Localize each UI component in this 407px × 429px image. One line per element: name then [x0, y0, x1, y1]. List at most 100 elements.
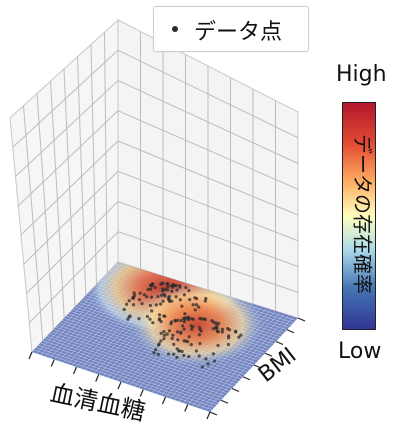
data-point: [132, 291, 136, 295]
gridline: [117, 49, 299, 139]
data-point: [181, 324, 185, 328]
x-tick: [28, 351, 33, 360]
data-point: [154, 303, 158, 307]
x-tick: [72, 366, 78, 375]
data-point: [145, 314, 150, 319]
data-point: [215, 329, 219, 334]
data-point: [184, 285, 188, 290]
y-tick: [275, 340, 284, 346]
x-tick: [184, 404, 189, 412]
data-point: [194, 349, 198, 353]
data-point: [199, 329, 203, 333]
data-point: [165, 332, 169, 336]
data-point: [204, 296, 208, 301]
data-point: [214, 321, 218, 325]
data-point: [161, 287, 165, 291]
data-point: [162, 314, 166, 318]
data-point: [193, 308, 197, 312]
data-point: [198, 316, 202, 321]
data-point: [194, 303, 199, 307]
data-point: [182, 293, 187, 297]
data-point: [161, 299, 165, 303]
data-point: [177, 349, 181, 353]
data-point: [189, 324, 193, 328]
data-point: [177, 284, 182, 288]
data-point: [152, 351, 156, 355]
data-point: [159, 302, 163, 306]
data-point: [187, 355, 191, 359]
data-point: [159, 331, 163, 335]
gridline: [77, 56, 87, 296]
data-point: [212, 359, 217, 363]
y-tick: [220, 399, 229, 404]
data-point: [149, 283, 153, 287]
colorbar: [342, 102, 376, 330]
data-point: [171, 285, 175, 289]
x-tick: [95, 374, 100, 382]
x-tick: [206, 411, 211, 420]
data-point: [156, 352, 161, 356]
gridline: [17, 110, 119, 207]
data-point: [166, 352, 171, 356]
x-tick: [117, 381, 122, 390]
data-point: [197, 354, 201, 358]
data-point: [197, 305, 201, 309]
colorbar-high-label: High: [336, 62, 387, 87]
y-tick: [242, 376, 251, 381]
data-point: [186, 318, 191, 322]
data-point: [160, 293, 164, 297]
data-point: [122, 307, 126, 312]
data-point: [216, 343, 220, 348]
legend-label: データ点: [194, 20, 283, 45]
data-point: [170, 289, 174, 293]
data-point: [176, 338, 180, 342]
data-point: [239, 333, 243, 337]
data-point: [168, 299, 172, 304]
data-point: [194, 297, 199, 301]
data-point: [182, 320, 187, 324]
pane-gridlines: [12, 31, 299, 341]
data-point: [165, 288, 170, 292]
data-point: [180, 349, 184, 354]
data-point: [137, 298, 142, 302]
x-tick: [50, 359, 55, 367]
y-tick: [297, 317, 306, 322]
wire-line: [196, 313, 285, 408]
data-point: [180, 304, 184, 308]
data-point: [197, 325, 202, 329]
data-point: [154, 348, 158, 352]
data-point: [167, 294, 171, 299]
data-point: [179, 318, 183, 323]
data-point: [137, 317, 141, 321]
data-point: [146, 287, 150, 291]
data-point: [148, 287, 153, 291]
data-point: [183, 312, 187, 316]
wire-line: [200, 315, 290, 410]
data-point: [151, 321, 155, 325]
data-point: [126, 317, 130, 321]
data-point: [171, 333, 175, 337]
data-point: [187, 288, 191, 293]
gridline: [90, 44, 97, 285]
x-tick: [139, 389, 144, 397]
data-point: [162, 337, 166, 341]
data-point: [217, 321, 221, 325]
x-tick: [161, 396, 167, 405]
data-point: [150, 309, 154, 313]
data-point: [188, 298, 192, 302]
data-point: [162, 330, 166, 334]
gridline: [20, 140, 119, 236]
data-point: [127, 315, 131, 319]
data-point: [175, 288, 179, 292]
wire-line: [205, 316, 294, 411]
data-point: [202, 317, 206, 321]
y-tick: [253, 364, 262, 369]
data-point: [157, 317, 162, 321]
data-point: [156, 343, 161, 347]
data-point: [171, 282, 175, 287]
data-point: [174, 295, 178, 299]
data-point: [198, 341, 202, 346]
data-point: [131, 303, 136, 307]
data-point: [213, 326, 218, 330]
